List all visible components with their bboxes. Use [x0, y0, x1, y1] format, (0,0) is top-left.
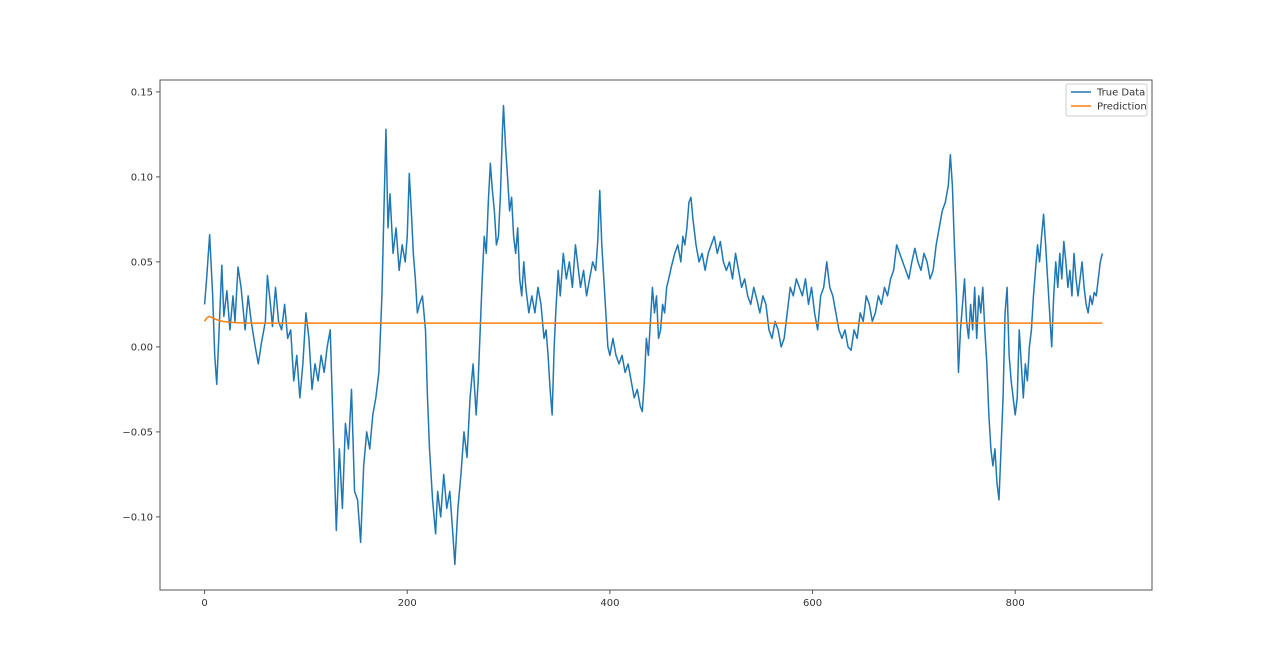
y-tick-label: 0.15	[131, 87, 153, 98]
x-axis: 0 200 400 600 800	[201, 590, 1025, 609]
plot-area	[159, 79, 1153, 591]
legend-label: True Data	[1096, 88, 1145, 99]
axes-frame	[159, 79, 1153, 591]
legend: True Data Prediction	[1065, 83, 1148, 117]
x-tick-label: 400	[600, 598, 619, 609]
series-line-prediction	[203, 315, 1103, 324]
x-tick-label: 600	[803, 598, 822, 609]
y-tick-label: −0.05	[122, 427, 153, 438]
y-tick-label: 0.00	[131, 342, 153, 353]
axes-background	[160, 80, 1152, 590]
y-tick-label: 0.05	[131, 257, 153, 268]
y-tick-label: 0.10	[131, 172, 153, 183]
y-axis: −0.10 −0.05 0.00 0.05 0.10 0.15	[122, 87, 160, 523]
series-layer	[203, 104, 1104, 566]
series-line-true-data	[203, 104, 1104, 566]
x-tick-label: 800	[1006, 598, 1025, 609]
x-tick-label: 200	[398, 598, 417, 609]
x-tick-label: 0	[201, 598, 207, 609]
y-tick-label: −0.10	[122, 512, 153, 523]
legend-label: Prediction	[1097, 102, 1147, 113]
